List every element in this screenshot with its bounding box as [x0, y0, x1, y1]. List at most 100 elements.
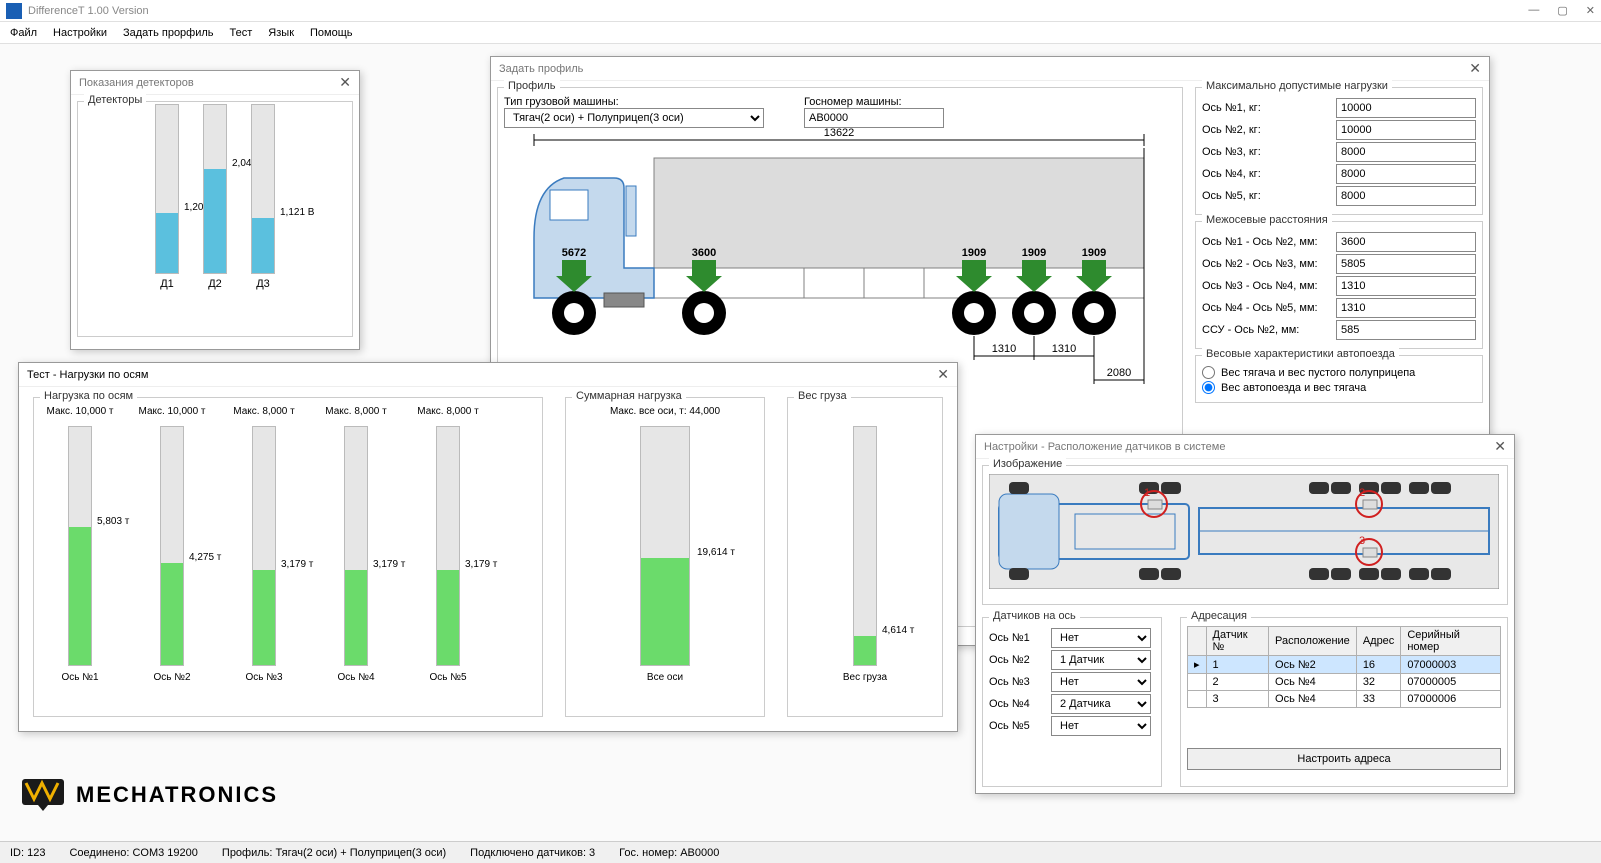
- field-input[interactable]: [1336, 164, 1476, 184]
- status-conn: Соединено: COM3 19200: [69, 847, 197, 859]
- sensors-per-axle-select[interactable]: 1 Датчик: [1051, 650, 1151, 670]
- sensors-per-axle-select[interactable]: Нет: [1051, 672, 1151, 692]
- table-row[interactable]: 2Ось №43207000005: [1188, 674, 1501, 691]
- svg-text:1: 1: [1144, 487, 1150, 499]
- field-label: Ось №4 - Ось №5, мм:: [1202, 302, 1330, 314]
- table-row[interactable]: ▸1Ось №21607000003: [1188, 656, 1501, 674]
- interaxle-group: Межосевые расстояния: [1202, 214, 1332, 226]
- axleloads-group: Нагрузка по осям: [40, 390, 137, 402]
- close-icon[interactable]: ✕: [1494, 438, 1506, 455]
- plate-input[interactable]: [804, 108, 944, 128]
- table-header: Датчик №: [1206, 627, 1269, 656]
- table-row[interactable]: 3Ось №43307000006: [1188, 691, 1501, 708]
- svg-text:1909: 1909: [962, 247, 986, 259]
- field-input[interactable]: [1336, 276, 1476, 296]
- cargo-group: Вес груза: [794, 390, 851, 402]
- svg-text:2: 2: [1359, 487, 1365, 499]
- detectors-group: Детекторы: [84, 94, 146, 106]
- axle-label: Ось №3: [989, 676, 1045, 688]
- configure-addresses-button[interactable]: Настроить адреса: [1187, 748, 1501, 770]
- menu-test[interactable]: Тест: [230, 27, 253, 39]
- sum-max-label: Макс. все оси, т: 44,000: [572, 406, 758, 420]
- svg-text:1310: 1310: [1052, 343, 1076, 355]
- svg-text:1909: 1909: [1022, 247, 1046, 259]
- axle-max: Макс. 10,000 т: [132, 406, 212, 420]
- test-title: Тест - Нагрузки по осям: [27, 369, 148, 381]
- close-icon[interactable]: ✕: [937, 366, 949, 383]
- close-icon[interactable]: ✕: [1469, 60, 1481, 77]
- axle-name: Ось №5: [408, 672, 488, 683]
- field-label: Ось №3, кг:: [1202, 146, 1330, 158]
- sum-name: Все оси: [572, 672, 758, 683]
- logo-icon: [20, 777, 66, 813]
- logo-text: MECHATRONICS: [76, 782, 278, 808]
- menu-profile[interactable]: Задать прорфиль: [123, 27, 214, 39]
- detectors-title: Показания детекторов: [79, 77, 194, 89]
- svg-text:1310: 1310: [992, 343, 1016, 355]
- menu-file[interactable]: Файл: [10, 27, 37, 39]
- test-window: Тест - Нагрузки по осям ✕ Нагрузка по ос…: [18, 362, 958, 732]
- sensors-window: Настройки - Расположение датчиков в сист…: [975, 434, 1515, 794]
- app-icon: [6, 3, 22, 19]
- field-label: Ось №3 - Ось №4, мм:: [1202, 280, 1330, 292]
- close-icon[interactable]: ✕: [339, 74, 351, 91]
- table-header: Серийный номер: [1401, 627, 1501, 656]
- field-input[interactable]: [1336, 98, 1476, 118]
- close-button[interactable]: ✕: [1586, 4, 1595, 17]
- plate-label: Госномер машины:: [804, 96, 944, 108]
- profile-window-title: Задать профиль: [499, 63, 583, 75]
- field-input[interactable]: [1336, 298, 1476, 318]
- cargo-value: 4,614 т: [882, 625, 914, 636]
- weight-opt2-radio[interactable]: [1202, 381, 1215, 394]
- weight-opt1-radio[interactable]: [1202, 366, 1215, 379]
- status-plate: Гос. номер: АВ0000: [619, 847, 719, 859]
- sensors-per-axle-select[interactable]: Нет: [1051, 716, 1151, 736]
- sensors-table[interactable]: Датчик №РасположениеАдресСерийный номер …: [1187, 626, 1501, 708]
- field-input[interactable]: [1336, 186, 1476, 206]
- svg-text:3: 3: [1359, 535, 1365, 547]
- weightchar-group: Весовые характеристики автопоезда: [1202, 348, 1399, 360]
- axle-label: Ось №5: [989, 720, 1045, 732]
- truck-type-select[interactable]: Тягач(2 оси) + Полуприцеп(3 оси): [504, 108, 764, 128]
- field-input[interactable]: [1336, 232, 1476, 252]
- statusbar: ID: 123 Соединено: COM3 19200 Профиль: Т…: [0, 841, 1601, 863]
- axle-name: Ось №2: [132, 672, 212, 683]
- field-input[interactable]: [1336, 320, 1476, 340]
- truck-type-label: Тип грузовой машины:: [504, 96, 764, 108]
- svg-text:2080: 2080: [1107, 367, 1131, 379]
- field-input[interactable]: [1336, 142, 1476, 162]
- status-sensors: Подключено датчиков: 3: [470, 847, 595, 859]
- menu-help[interactable]: Помощь: [310, 27, 353, 39]
- sensors-per-axle-select[interactable]: Нет: [1051, 628, 1151, 648]
- svg-text:1909: 1909: [1082, 247, 1106, 259]
- axle-value: 4,275 т: [189, 552, 221, 563]
- sumload-group: Суммарная нагрузка: [572, 390, 686, 402]
- profile-group-label: Профиль: [504, 80, 560, 92]
- axle-label: Ось №4: [989, 698, 1045, 710]
- addr-group: Адресация: [1187, 610, 1251, 622]
- axle-max: Макс. 8,000 т: [224, 406, 304, 420]
- axle-name: Ось №3: [224, 672, 304, 683]
- axle-value: 5,803 т: [97, 516, 129, 527]
- sensors-per-axle-select[interactable]: 2 Датчика: [1051, 694, 1151, 714]
- field-label: Ось №5, кг:: [1202, 190, 1330, 202]
- status-id: ID: 123: [10, 847, 45, 859]
- maximize-button[interactable]: ▢: [1557, 4, 1567, 17]
- peraxle-group: Датчиков на ось: [989, 610, 1080, 622]
- menu-settings[interactable]: Настройки: [53, 27, 107, 39]
- axle-max: Макс. 8,000 т: [408, 406, 488, 420]
- detector-name: Д1: [155, 278, 179, 290]
- status-profile: Профиль: Тягач(2 оси) + Полуприцеп(3 оси…: [222, 847, 446, 859]
- field-input[interactable]: [1336, 254, 1476, 274]
- sensors-title: Настройки - Расположение датчиков в сист…: [984, 441, 1225, 453]
- minimize-button[interactable]: —: [1528, 4, 1539, 17]
- topview-group: Изображение: [989, 458, 1066, 470]
- brand-logo: MECHATRONICS: [20, 777, 278, 813]
- menu-lang[interactable]: Язык: [268, 27, 294, 39]
- table-header: Адрес: [1356, 627, 1401, 656]
- cargo-name: Вес груза: [794, 672, 936, 683]
- axle-label: Ось №1: [989, 632, 1045, 644]
- field-label: Ось №2 - Ось №3, мм:: [1202, 258, 1330, 270]
- field-input[interactable]: [1336, 120, 1476, 140]
- sum-value: 19,614 т: [697, 547, 735, 558]
